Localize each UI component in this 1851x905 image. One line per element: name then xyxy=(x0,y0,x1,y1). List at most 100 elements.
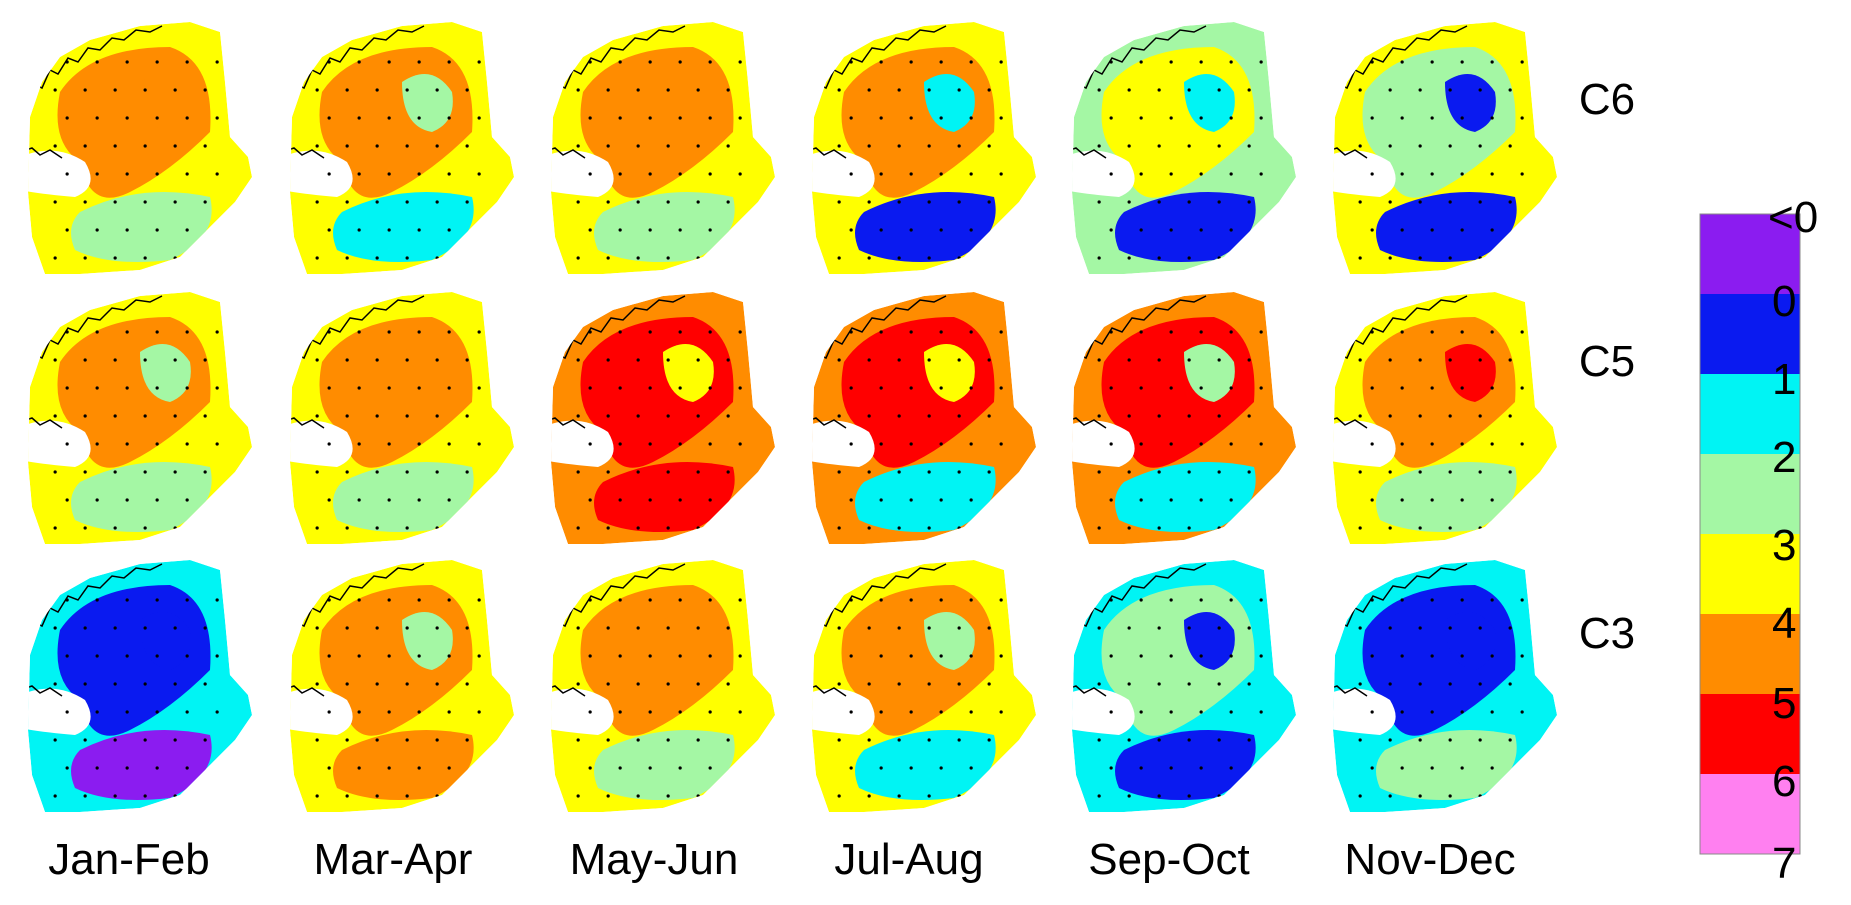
map-panel-c6-mar-apr xyxy=(290,22,514,274)
station-dots xyxy=(837,330,1003,530)
map-panel-c3-may-jun xyxy=(551,560,775,812)
row-label-c3: C3 xyxy=(1578,609,1636,658)
map-contour-patch xyxy=(1445,612,1496,670)
land-area xyxy=(28,688,91,735)
legend-tick-7: 7 xyxy=(1772,839,1797,888)
coastline xyxy=(1072,25,1207,159)
legend-tick-3: 3 xyxy=(1772,521,1797,570)
coastline xyxy=(812,563,947,697)
station-dots xyxy=(315,598,481,798)
map-contour-patch xyxy=(1115,730,1256,801)
column-label-mar-apr: Mar-Apr xyxy=(313,835,473,884)
map-contour-patch xyxy=(71,192,212,263)
legend-tick-5: 5 xyxy=(1772,679,1797,728)
map-contour-patch xyxy=(71,462,212,533)
station-dots xyxy=(576,60,742,260)
station-dots xyxy=(1358,60,1524,260)
station-dots xyxy=(53,60,219,260)
map-contour-patch xyxy=(1376,462,1517,533)
station-dots xyxy=(837,598,1003,798)
map-contour-patch xyxy=(333,192,474,263)
legend-tick-1: 1 xyxy=(1772,355,1797,404)
map-contour-patch xyxy=(594,462,735,533)
map-panel-c3-sep-oct xyxy=(1072,560,1296,812)
coastline xyxy=(551,295,686,429)
station-dots xyxy=(1358,330,1524,530)
land-area xyxy=(812,150,875,197)
column-label-sep-oct: Sep-Oct xyxy=(1088,835,1250,884)
map-contour-patch xyxy=(140,74,191,132)
land-area xyxy=(290,420,353,467)
map-contour-patch xyxy=(1184,344,1235,402)
coastline xyxy=(1072,563,1207,697)
legend-tick-6: 6 xyxy=(1772,757,1797,806)
land-area xyxy=(290,688,353,735)
map-panel-c5-mar-apr xyxy=(290,292,514,544)
map-contour-patch xyxy=(594,730,735,801)
legend-band-7 xyxy=(1700,774,1800,854)
map-panel-c3-jan-feb xyxy=(28,560,252,812)
land-area xyxy=(551,688,614,735)
map-contour-patch xyxy=(140,612,191,670)
map-contour-patch xyxy=(402,612,453,670)
coastline xyxy=(290,25,425,159)
station-dots xyxy=(1097,60,1263,260)
station-dots xyxy=(1097,598,1263,798)
legend-band-5 xyxy=(1700,614,1800,694)
coastline xyxy=(290,295,425,429)
land-area xyxy=(812,420,875,467)
map-contour-patch xyxy=(663,612,714,670)
map-contour-patch xyxy=(855,730,996,801)
map-contour-patch xyxy=(333,462,474,533)
land-area xyxy=(1072,150,1135,197)
station-dots xyxy=(1358,598,1524,798)
map-panel-c5-sep-oct xyxy=(1072,292,1296,544)
coastline xyxy=(28,295,163,429)
map-panel-c5-may-jun xyxy=(551,292,775,544)
map-panel-c6-may-jun xyxy=(551,22,775,274)
station-dots xyxy=(315,330,481,530)
map-panel-c5-jan-feb xyxy=(28,292,252,544)
station-dots xyxy=(315,60,481,260)
land-area xyxy=(1072,688,1135,735)
land-area xyxy=(28,150,91,197)
legend-band-3 xyxy=(1700,454,1800,534)
map-contour-patch xyxy=(1445,74,1496,132)
station-dots xyxy=(53,598,219,798)
map-contour-patch xyxy=(140,344,191,402)
map-panel-c3-jul-aug xyxy=(812,560,1036,812)
coastline xyxy=(551,563,686,697)
coastline xyxy=(28,563,163,697)
map-contour-patch xyxy=(333,730,474,801)
map-contour-patch xyxy=(1184,74,1235,132)
map-panel-c5-jul-aug xyxy=(812,292,1036,544)
legend-band-2 xyxy=(1700,374,1800,454)
land-area xyxy=(812,688,875,735)
legend-tick-below-zero: <0 xyxy=(1768,193,1819,242)
legend-tick-0: 0 xyxy=(1772,277,1797,326)
land-area xyxy=(1333,420,1396,467)
station-dots xyxy=(576,598,742,798)
station-dots xyxy=(53,330,219,530)
legend-colorbar xyxy=(1699,213,1801,855)
station-dots xyxy=(1097,330,1263,530)
map-panel-c3-nov-dec xyxy=(1333,560,1557,812)
map-contour-patch xyxy=(1115,192,1256,263)
map-contour-patch xyxy=(402,74,453,132)
column-label-jan-feb: Jan-Feb xyxy=(48,835,210,884)
coastline xyxy=(812,295,947,429)
legend-band-0 xyxy=(1700,214,1800,294)
map-contour-patch xyxy=(402,344,453,402)
land-area xyxy=(551,420,614,467)
coastline xyxy=(812,25,947,159)
map-panel-c3-mar-apr xyxy=(290,560,514,812)
land-area xyxy=(28,420,91,467)
column-label-jul-aug: Jul-Aug xyxy=(834,835,984,884)
coastline xyxy=(1333,25,1468,159)
column-label-nov-dec: Nov-Dec xyxy=(1344,835,1516,884)
map-contour-patch xyxy=(663,344,714,402)
map-contour-patch xyxy=(924,344,975,402)
legend-tick-4: 4 xyxy=(1772,599,1797,648)
coastline xyxy=(28,25,163,159)
